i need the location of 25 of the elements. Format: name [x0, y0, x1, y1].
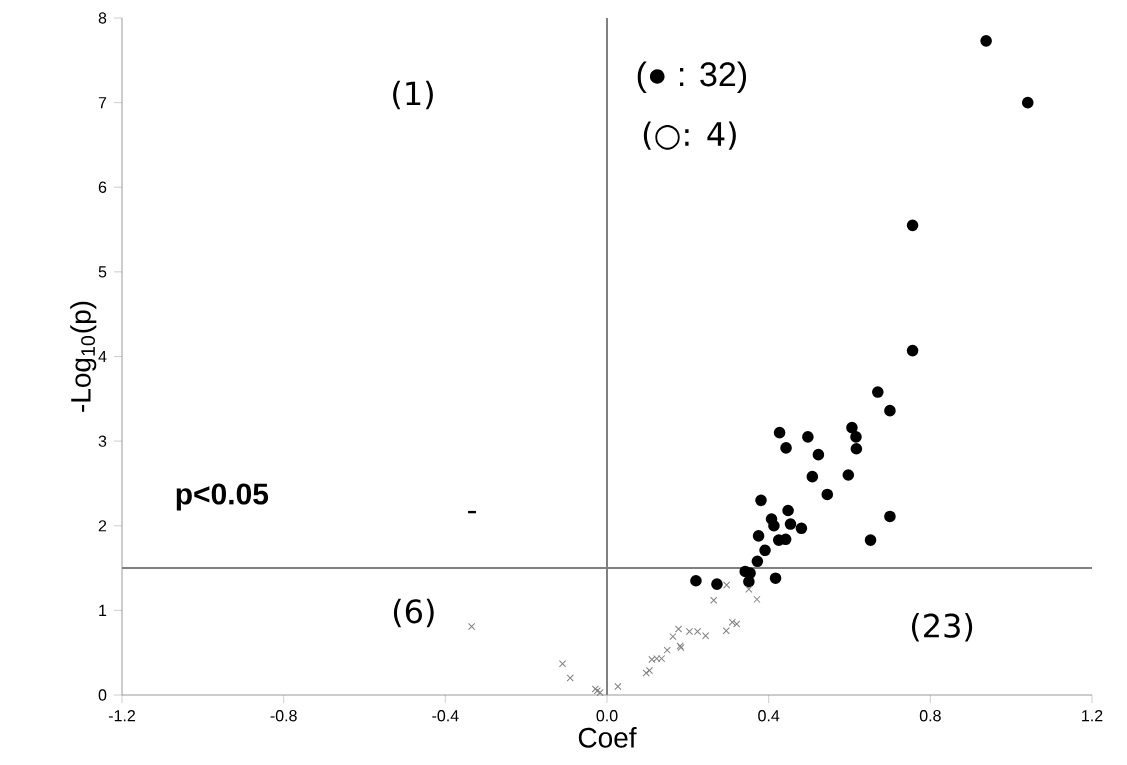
- y-tick-label: 8: [98, 12, 107, 24]
- annotation: -: [468, 510, 476, 514]
- x-tick-label: -0.4: [432, 710, 459, 722]
- y-tick-label: 6: [98, 181, 107, 193]
- annotation: (6): [393, 598, 434, 628]
- y-tick-label: 1: [99, 604, 107, 616]
- x-tick-label: 1.2: [1082, 710, 1103, 722]
- x-tick-label: 0.8: [919, 710, 941, 722]
- x-tick-label: -1.2: [108, 710, 135, 722]
- y-tick-label: 5: [98, 266, 107, 278]
- x-tick-label: -0.8: [270, 710, 297, 722]
- x-tick-label: 0.4: [758, 710, 780, 722]
- y-tick-label: 3: [98, 435, 107, 447]
- annotation: (○: 4): [643, 121, 736, 150]
- annotation: (23): [911, 613, 973, 642]
- y-axis-title: -Log$_{10}$(p): [70, 301, 97, 412]
- annotation: p<0.05: [176, 483, 269, 511]
- x-axis-title: Coef: [578, 727, 637, 748]
- y-tick-label: 4: [98, 351, 107, 363]
- annotation: (1): [393, 80, 433, 110]
- annotation: (● : 32): [637, 61, 747, 94]
- y-tick-label: 7: [98, 97, 107, 109]
- y-tick-label: 0: [98, 689, 107, 701]
- y-tick-label: 2: [98, 520, 107, 532]
- x-tick-label: 0.0: [596, 710, 618, 722]
